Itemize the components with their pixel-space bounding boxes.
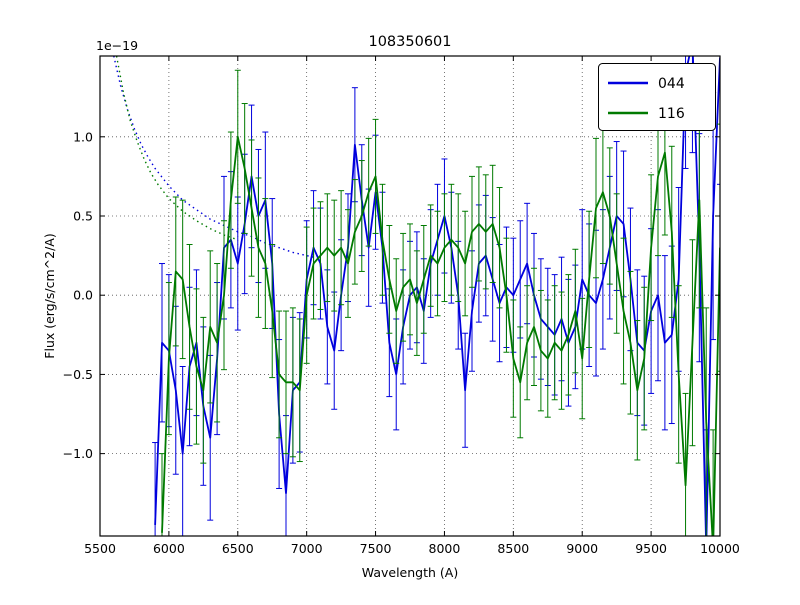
model-curve-116-noise-model — [115, 56, 239, 241]
y-axis-offset-text: 1e−19 — [96, 38, 138, 53]
legend-label-044: 044 — [658, 76, 685, 92]
x-tick-label: 10000 — [700, 541, 740, 556]
axes-frame — [99, 55, 721, 537]
y-tick-label: 0.0 — [73, 288, 93, 303]
x-tick-label: 7000 — [291, 541, 323, 556]
legend-label-116: 116 — [658, 106, 685, 122]
x-tick-label: 8000 — [429, 541, 461, 556]
model-curve-044-noise-model — [113, 56, 321, 260]
chart-title: 108350601 — [368, 34, 451, 50]
y-axis-label: Flux (erg/s/cm^2/A) — [42, 233, 57, 358]
x-tick-label: 5500 — [84, 541, 116, 556]
y-tick-label: 0.5 — [73, 209, 93, 224]
y-tick-label: −0.5 — [63, 367, 93, 382]
axes-layer: 5500 6000 6500 7000 7500 8000 8500 9000 9500 1000… — [63, 55, 740, 556]
x-tick-label: 8500 — [497, 541, 529, 556]
x-tick-label: 7500 — [360, 541, 392, 556]
x-tick-label: 6000 — [153, 541, 185, 556]
x-tick-label: 6500 — [222, 541, 254, 556]
legend: 044 116 — [598, 63, 716, 131]
legend-box — [598, 63, 716, 131]
x-tick-label: 9500 — [635, 541, 667, 556]
y-tick-label: 1.0 — [73, 129, 93, 144]
x-axis-label: Wavelength (A) — [362, 565, 458, 580]
x-tick-label: 9000 — [566, 541, 598, 556]
plot-layer — [113, 56, 720, 536]
series-line-116 — [161, 135, 720, 536]
y-tick-label: −1.0 — [63, 446, 93, 461]
